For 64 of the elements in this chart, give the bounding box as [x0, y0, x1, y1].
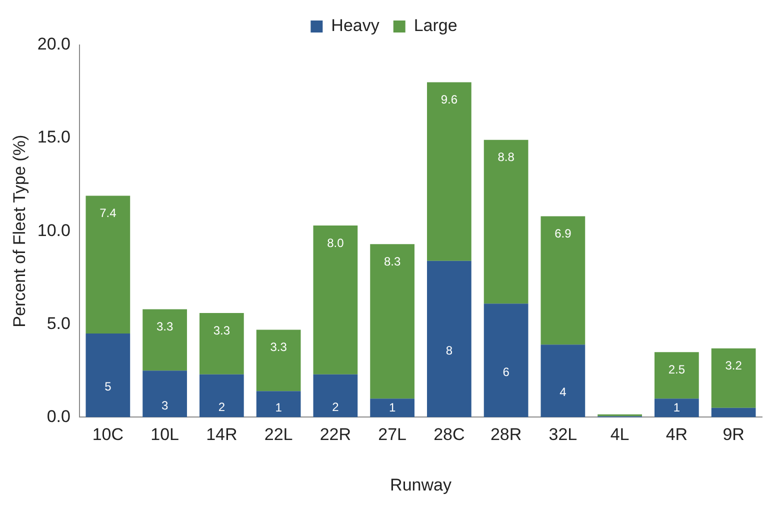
y-tick-label: 20.0 — [37, 34, 70, 54]
x-tick-label: 14R — [206, 425, 238, 444]
x-tick-label: 10C — [92, 425, 124, 444]
y-tick-label: 0.0 — [46, 406, 70, 426]
bar — [540, 344, 586, 418]
data-label: 8.3 — [384, 254, 401, 268]
y-tick-label: 5.0 — [46, 314, 70, 333]
data-label: 3.3 — [270, 340, 288, 354]
legend-label: Large — [414, 16, 458, 36]
x-tick-label: 4L — [610, 425, 630, 444]
x-tick-label: 22L — [264, 425, 293, 444]
bar — [199, 312, 244, 374]
bar — [654, 352, 699, 399]
x-tick-label: 32L — [548, 425, 578, 444]
data-label: 9.6 — [440, 92, 458, 107]
data-label: 2.5 — [668, 362, 686, 376]
bar — [313, 374, 358, 418]
bar — [370, 244, 414, 399]
bar — [711, 408, 756, 418]
bar — [540, 216, 586, 345]
data-label: 7.4 — [100, 206, 117, 220]
bar — [142, 309, 187, 371]
data-label: 5 — [104, 380, 112, 394]
data-label: 8 — [446, 343, 453, 358]
data-label: 4 — [560, 385, 567, 400]
bar — [313, 226, 358, 374]
data-label: 2 — [332, 400, 340, 414]
bar — [370, 398, 414, 418]
x-tick-label: 27L — [378, 425, 406, 444]
y-tick-label: 15.0 — [37, 128, 70, 147]
data-label: 6 — [502, 364, 510, 379]
bar — [711, 348, 756, 408]
data-label: 8.0 — [327, 236, 344, 250]
bar — [484, 304, 528, 418]
bar — [256, 330, 301, 392]
data-label: 1 — [673, 400, 680, 415]
data-label: 3.3 — [156, 320, 174, 334]
data-label: 3.2 — [725, 358, 742, 373]
bar — [199, 374, 244, 418]
y-tick-label: 10.0 — [37, 220, 70, 240]
data-label: 2 — [218, 400, 226, 414]
data-label: 8.8 — [498, 150, 515, 164]
data-label: 1 — [275, 400, 282, 415]
bar — [142, 370, 187, 418]
bar — [427, 260, 472, 418]
x-tick-label: 28R — [490, 425, 522, 444]
bar — [86, 333, 130, 418]
data-label: 6.9 — [554, 226, 572, 241]
bar — [654, 398, 699, 418]
x-axis-title: Runway — [390, 475, 452, 494]
x-tick-label: 28C — [434, 425, 465, 444]
legend-label: Heavy — [331, 16, 380, 36]
data-label: 1 — [388, 400, 396, 415]
bar — [86, 196, 130, 334]
data-label: 3 — [161, 398, 168, 412]
x-tick-label: 9R — [722, 425, 744, 444]
x-tick-label: 22R — [320, 425, 352, 444]
x-tick-label: 4R — [666, 425, 688, 444]
bar — [484, 140, 528, 304]
y-axis-title: Percent of Fleet Type (%) — [10, 134, 29, 328]
x-tick-label: 10L — [150, 425, 179, 444]
bar — [256, 391, 301, 418]
data-label: 3.3 — [213, 323, 230, 338]
bar — [427, 82, 472, 261]
